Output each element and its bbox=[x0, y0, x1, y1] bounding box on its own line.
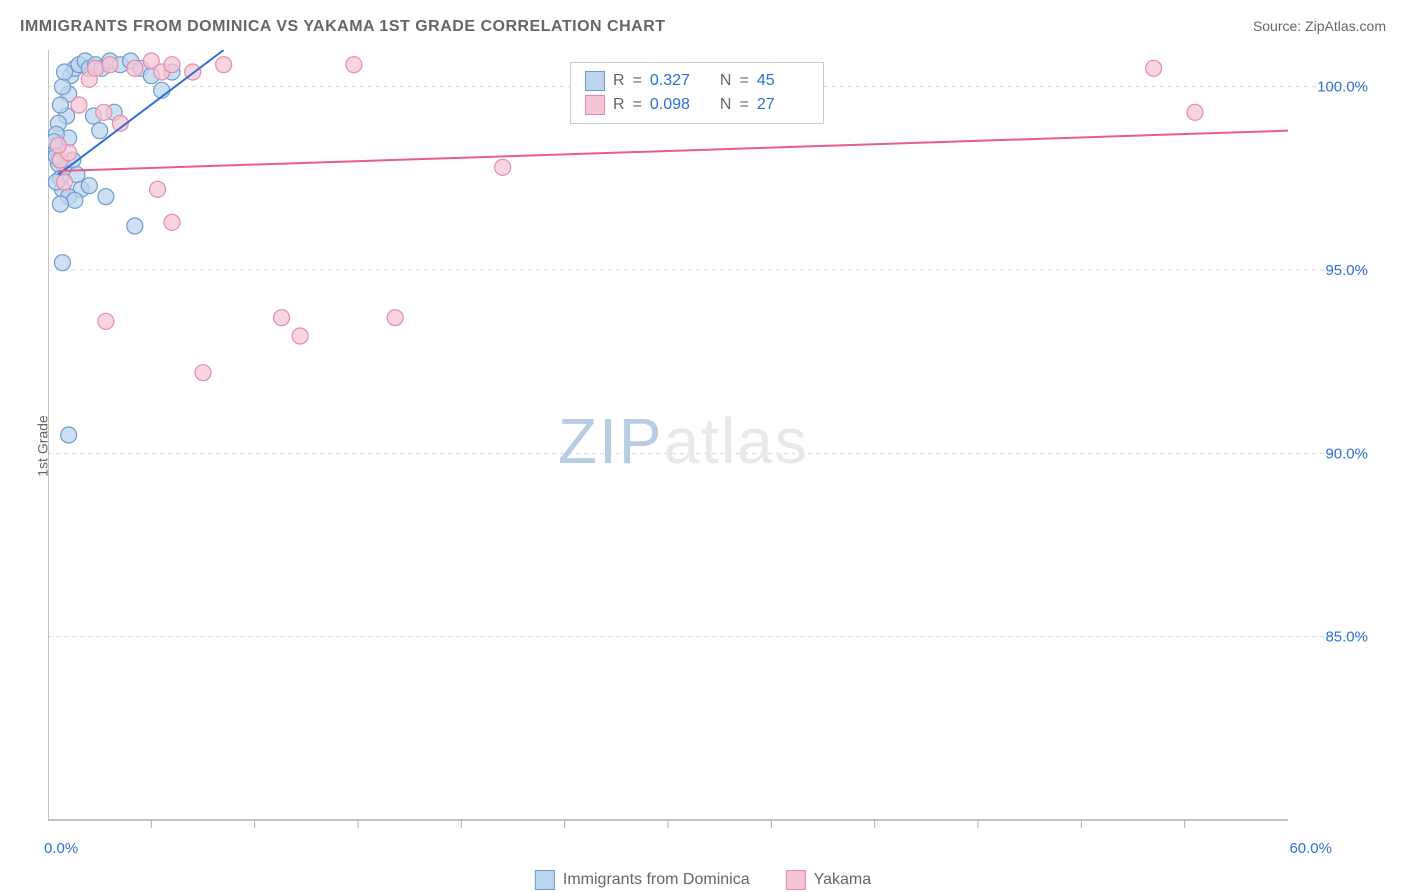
legend-swatch bbox=[786, 870, 806, 890]
plot-area: 85.0%90.0%95.0%100.0% ZIPatlas R=0.327N=… bbox=[48, 50, 1378, 835]
chart-title: IMMIGRANTS FROM DOMINICA VS YAKAMA 1ST G… bbox=[20, 18, 666, 36]
legend-stat-row: R = 0.327 N = 45 bbox=[585, 69, 809, 93]
legend-swatch bbox=[585, 71, 605, 91]
stat-n-value: 27 bbox=[757, 93, 809, 117]
legend-label: Immigrants from Dominica bbox=[563, 871, 750, 889]
y-tick-label: 100.0% bbox=[1317, 79, 1368, 96]
equals-sign: = bbox=[739, 69, 748, 93]
correlation-legend: R = 0.327 N = 45 R = 0.098 N = 27 bbox=[570, 62, 824, 124]
stat-r-value: 0.098 bbox=[650, 93, 702, 117]
legend-stat-row: R = 0.098 N = 27 bbox=[585, 93, 809, 117]
stat-n-label: N bbox=[720, 69, 732, 93]
legend-label: Yakama bbox=[814, 871, 872, 889]
stat-r-label: R bbox=[613, 69, 625, 93]
legend-swatch bbox=[585, 95, 605, 115]
legend-item: Yakama bbox=[786, 870, 872, 890]
scatter-chart: 85.0% 90.0% 95.0% 100.0% bbox=[48, 50, 1378, 835]
y-tick-label: 90.0% bbox=[1325, 445, 1368, 462]
y-tick-label: 85.0% bbox=[1325, 629, 1368, 646]
series-legend: Immigrants from Dominica Yakama bbox=[535, 870, 871, 890]
stat-r-label: R bbox=[613, 93, 625, 117]
equals-sign: = bbox=[633, 93, 642, 117]
stat-r-value: 0.327 bbox=[650, 69, 702, 93]
equals-sign: = bbox=[739, 93, 748, 117]
x-axis-end-label: 60.0% bbox=[1289, 840, 1332, 857]
stat-n-label: N bbox=[720, 93, 732, 117]
legend-item: Immigrants from Dominica bbox=[535, 870, 750, 890]
source-label: Source: ZipAtlas.com bbox=[1253, 18, 1386, 34]
equals-sign: = bbox=[633, 69, 642, 93]
stat-n-value: 45 bbox=[757, 69, 809, 93]
y-tick-label: 95.0% bbox=[1325, 262, 1368, 279]
legend-swatch bbox=[535, 870, 555, 890]
x-axis-start-label: 0.0% bbox=[44, 840, 78, 857]
